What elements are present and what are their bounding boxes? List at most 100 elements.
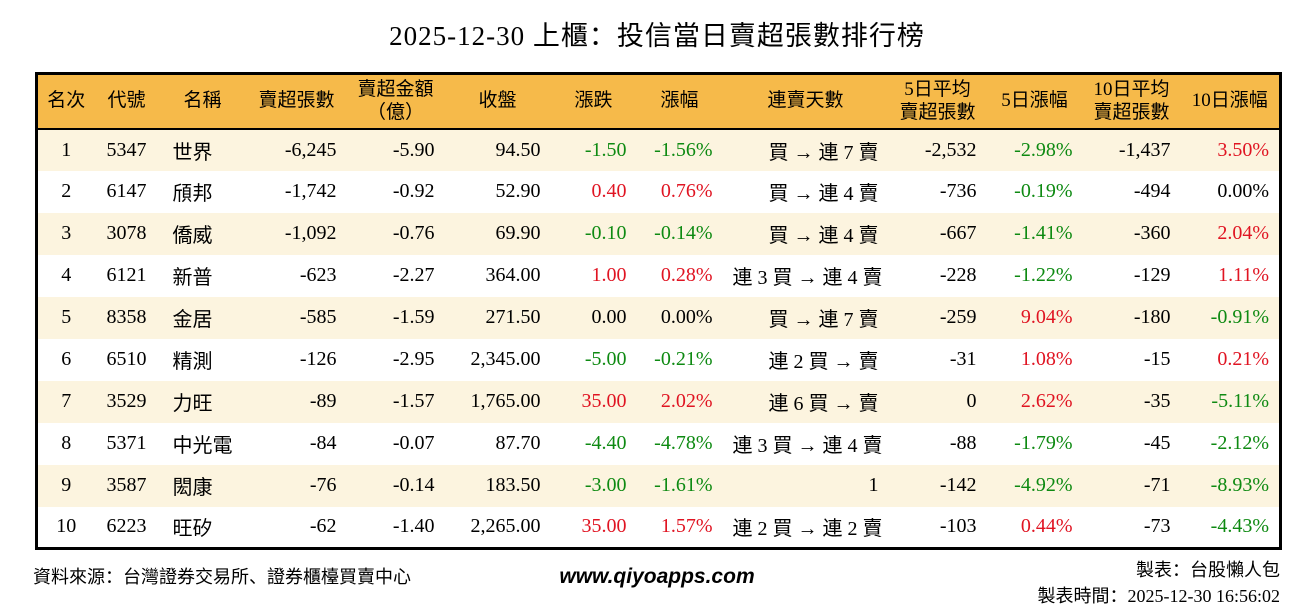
cell-sell_volume: -6,245: [284, 138, 337, 161]
cell-name: 頎邦: [172, 183, 213, 205]
col-header-avg10: 10日平均 賣超張數: [1082, 73, 1181, 130]
cell-code: 5347: [106, 138, 147, 161]
cell-name: 僑威: [172, 225, 213, 247]
cell-change_pct: -4.78%: [654, 432, 713, 454]
cell-close: 2,345.00: [470, 348, 541, 370]
cell-pct5: -1.79%: [1014, 432, 1073, 454]
cell-change_pct: -1.56%: [654, 138, 713, 161]
cell-pct10: 1.11%: [1218, 264, 1269, 286]
cell-sell_volume: -1,092: [284, 222, 337, 244]
cell-code: 3529: [106, 390, 147, 412]
cell-code: 6510: [106, 348, 147, 370]
cell-change_pct: -0.21%: [654, 348, 713, 370]
cell-rank: 9: [61, 474, 72, 496]
cell-avg10: -45: [1143, 432, 1171, 454]
cell-pct5: -0.19%: [1014, 180, 1073, 202]
cell-streak: 連 3 買 → 連 4 賣: [732, 435, 883, 457]
cell-change: -3.00: [584, 474, 627, 496]
cell-rank: 1: [61, 138, 72, 161]
cell-name: 新普: [172, 267, 213, 289]
cell-pct5: 2.62%: [1020, 390, 1073, 412]
cell-pct5: -1.41%: [1014, 222, 1073, 244]
cell-change: -0.10: [584, 222, 627, 244]
cell-close: 69.90: [495, 222, 541, 244]
cell-name: 旺矽: [172, 518, 213, 541]
cell-sell_amount: -0.92: [392, 180, 435, 202]
cell-change: -5.00: [584, 348, 627, 370]
cell-pct10: -0.91%: [1210, 306, 1269, 328]
cell-avg5: -142: [939, 474, 977, 496]
cell-sell_amount: -5.90: [392, 138, 435, 161]
cell-code: 6147: [106, 180, 147, 202]
cell-change: 1.00: [591, 264, 627, 286]
cell-avg10: -129: [1133, 264, 1171, 286]
cell-sell_amount: -2.95: [392, 348, 435, 370]
table-row: 10 6223 旺矽 -62 -1.40 2,265.00 35.00 1.57% 連 2 買 …: [36, 506, 1281, 549]
cell-rank: 8: [61, 432, 72, 454]
cell-rank: 4: [61, 264, 72, 286]
col-header-avg5: 5日平均 賣超張數: [888, 73, 987, 130]
cell-avg10: -494: [1133, 180, 1171, 202]
cell-close: 271.50: [485, 306, 541, 328]
cell-rank: 5: [61, 306, 72, 328]
col-header-rank: 名次: [36, 73, 95, 130]
cell-sell_amount: -0.14: [392, 474, 435, 496]
page-title: 2025-12-30 上櫃：投信當日賣超張數排行榜: [389, 21, 925, 51]
cell-rank: 10: [56, 515, 77, 538]
cell-sell_volume: -126: [299, 348, 337, 370]
cell-sell_amount: -2.27: [392, 264, 435, 286]
cell-avg5: -103: [939, 515, 977, 538]
cell-name: 閎康: [172, 477, 213, 499]
cell-change_pct: 0.76%: [660, 180, 713, 202]
website-url: www.qiyoapps.com: [559, 565, 755, 588]
cell-streak: 買 → 連 7 賣: [768, 309, 879, 331]
cell-close: 183.50: [485, 474, 541, 496]
cell-close: 1,765.00: [470, 390, 541, 412]
cell-streak: 連 3 買 → 連 4 賣: [732, 267, 883, 289]
cell-pct5: 0.44%: [1020, 515, 1073, 538]
table-row: 9 3587 閎康 -76 -0.14 183.50 -3.00 -1.61% 1 -142 -4.…: [36, 464, 1281, 507]
cell-pct10: -4.43%: [1210, 515, 1269, 538]
cell-sell_amount: -1.59: [392, 306, 435, 328]
cell-avg10: -35: [1143, 390, 1171, 412]
col-header-code: 代號: [94, 73, 159, 130]
cell-change_pct: -0.14%: [654, 222, 713, 244]
cell-sell_amount: -0.76: [392, 222, 435, 244]
cell-avg10: -71: [1143, 474, 1171, 496]
cell-name: 精測: [172, 351, 213, 373]
cell-change_pct: -1.61%: [654, 474, 713, 496]
cell-change_pct: 0.00%: [660, 306, 713, 328]
cell-avg5: -228: [939, 264, 977, 286]
cell-avg5: 0: [966, 390, 977, 412]
cell-change: -4.40: [584, 432, 627, 454]
cell-name: 金居: [172, 309, 213, 331]
col-header-streak: 連賣天數: [722, 73, 889, 130]
table-header-row: 名次 代號 名稱 賣超張數 賣超金額 （億） 收盤 漲跌 漲幅 連賣天數 5日平均 賣超張數 5日漲幅 1…: [36, 73, 1281, 130]
cell-change: 35.00: [581, 390, 627, 412]
cell-sell_volume: -62: [309, 515, 337, 538]
cell-avg5: -31: [949, 348, 977, 370]
cell-code: 8358: [106, 306, 147, 328]
cell-sell_volume: -76: [309, 474, 337, 496]
col-header-pct5: 5日漲幅: [986, 73, 1083, 130]
col-header-change: 漲跌: [550, 73, 637, 130]
table-maker-credit: 製表：台股懶人包: [1136, 560, 1280, 580]
cell-sell_amount: -0.07: [392, 432, 435, 454]
table-row: 2 6147 頎邦 -1,742 -0.92 52.90 0.40 0.76% 買 → 連 4 …: [36, 170, 1281, 213]
cell-change_pct: 1.57%: [660, 515, 713, 538]
cell-pct5: -1.22%: [1014, 264, 1073, 286]
cell-pct10: 3.50%: [1217, 138, 1269, 161]
table-row: 8 5371 中光電 -84 -0.07 87.70 -4.40 -4.78% 連 3 買 → …: [36, 422, 1281, 465]
cell-streak: 連 2 買 → 連 2 賣: [732, 518, 883, 541]
data-source-note: 資料來源：台灣證券交易所、證券櫃檯買賣中心: [33, 567, 411, 587]
col-header-sell_amount: 賣超金額 （億）: [346, 73, 445, 130]
cell-close: 364.00: [485, 264, 541, 286]
cell-avg10: -1,437: [1118, 138, 1171, 161]
cell-pct5: 1.08%: [1020, 348, 1073, 370]
cell-streak: 1: [868, 474, 879, 496]
cell-avg5: -88: [949, 432, 977, 454]
cell-sell_amount: -1.40: [392, 515, 435, 538]
cell-close: 87.70: [495, 432, 541, 454]
cell-change_pct: 2.02%: [660, 390, 713, 412]
cell-sell_volume: -1,742: [284, 180, 337, 202]
